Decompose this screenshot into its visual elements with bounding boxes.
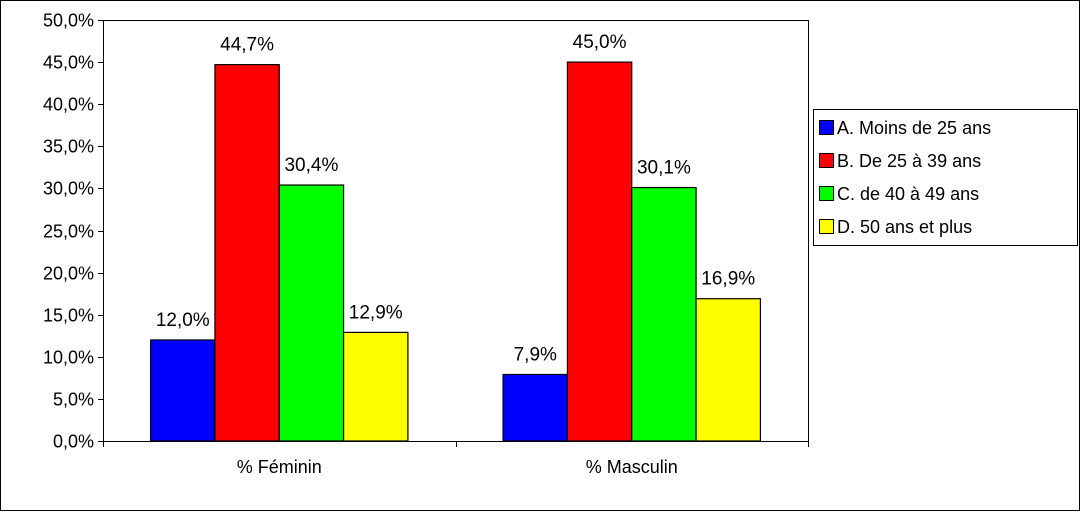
legend: A. Moins de 25 ans B. De 25 à 39 ans C. de… — [813, 109, 1078, 246]
bar-4-1 — [342, 331, 409, 442]
bar-2-1 — [214, 64, 280, 442]
data-labels-group: 12,0% 44,7% 30,4% 12,9% 7,9% 45,0% 30,1% 16,9% — [156, 32, 755, 365]
legend-box — [813, 109, 1078, 246]
legend-label: A. Moins de 25 ans — [837, 118, 991, 138]
y-tick-label: 0,0% — [53, 432, 94, 452]
legend-label: C. de 40 à 49 ans — [837, 184, 979, 204]
legend-swatch — [819, 219, 834, 234]
y-tick-label: 25,0% — [43, 222, 94, 242]
data-label: 16,9% — [701, 269, 755, 290]
data-label: 45,0% — [573, 32, 627, 53]
bar-2-2 — [566, 61, 633, 442]
data-label: 30,4% — [284, 155, 338, 176]
bars-group — [149, 61, 762, 442]
y-axis: 0,0% 5,0% 10,0% 15,0% 20,0% 25,0% 30,0% 35,0% 40… — [43, 11, 103, 452]
legend-label: B. De 25 à 39 ans — [837, 151, 981, 171]
data-label: 30,1% — [637, 158, 691, 179]
x-axis: % Féminin % Masculin — [103, 441, 809, 477]
legend-swatch — [819, 186, 834, 201]
y-tick-label: 20,0% — [43, 264, 94, 284]
bar-4-2 — [695, 298, 762, 442]
legend-swatch — [819, 120, 834, 135]
y-tick-label: 50,0% — [43, 11, 94, 31]
y-tick-label: 5,0% — [53, 390, 94, 410]
y-tick-label: 40,0% — [43, 95, 94, 115]
bar-3-1 — [278, 184, 345, 442]
y-tick-label: 30,0% — [43, 179, 94, 199]
category-label: % Féminin — [237, 457, 322, 477]
legend-label: D. 50 ans et plus — [837, 217, 972, 237]
y-tick-label: 45,0% — [43, 53, 94, 73]
y-tick-label: 35,0% — [43, 137, 94, 157]
bar-3-2 — [631, 186, 697, 442]
category-label: % Masculin — [586, 457, 678, 477]
data-label: 7,9% — [514, 344, 557, 365]
y-tick-label: 15,0% — [43, 306, 94, 326]
bar-1-2 — [502, 373, 569, 442]
y-tick-label: 10,0% — [43, 348, 94, 368]
data-label: 12,9% — [349, 302, 403, 323]
legend-swatch — [819, 153, 834, 168]
data-label: 44,7% — [220, 35, 274, 56]
data-label: 12,0% — [156, 310, 210, 331]
bar-1-1 — [149, 339, 216, 442]
